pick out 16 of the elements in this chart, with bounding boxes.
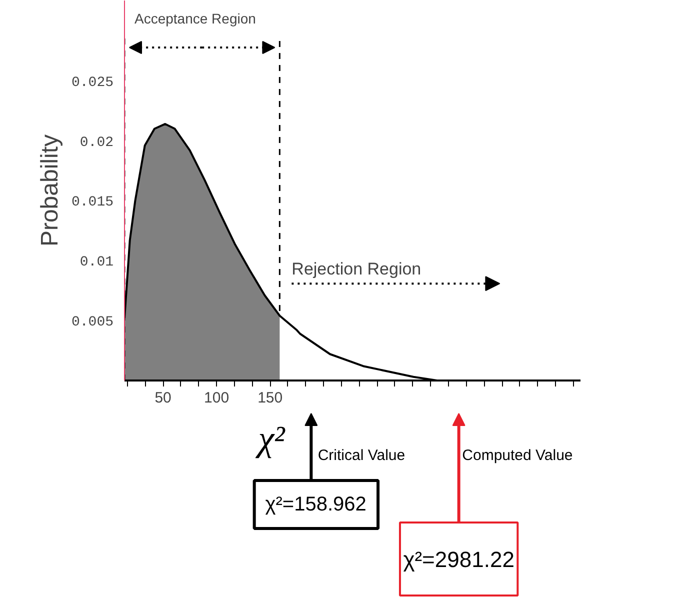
x-tick-label: 100 (204, 390, 230, 406)
x-tick-label: 150 (258, 390, 283, 406)
x-axis-title: χ² (255, 418, 286, 458)
x-tick-label: 50 (154, 390, 172, 406)
y-tick-label: 0.02 (80, 134, 114, 151)
y-tick-label: 0.025 (71, 74, 114, 91)
y-tick-label: 0.005 (71, 314, 114, 331)
annotation: Acceptance Region (134, 10, 256, 26)
y-tick-label: 0.015 (71, 194, 114, 211)
text: Computed Value (462, 447, 573, 464)
y-axis-title: Probability (36, 134, 64, 247)
text: χ²=2981.22 (403, 547, 514, 572)
y-tick-label: 0.01 (80, 254, 114, 271)
annotation: Rejection Region (292, 260, 422, 279)
text: χ²=158.962 (265, 494, 366, 516)
text: Critical Value (318, 447, 406, 464)
